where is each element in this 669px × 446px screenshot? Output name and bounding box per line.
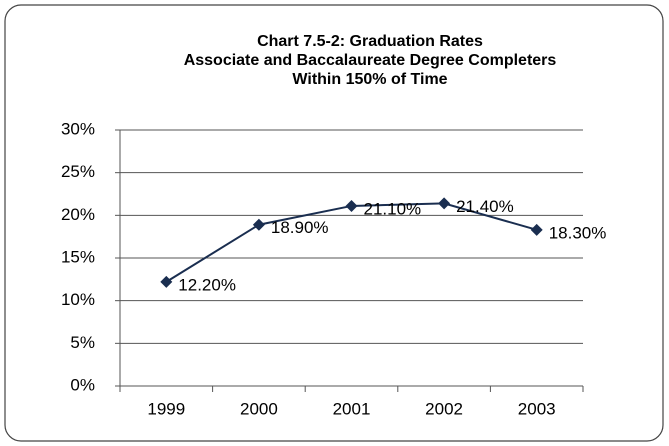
data-label: 18.90% (271, 218, 329, 237)
chart-title: Associate and Baccalaureate Degree Compl… (184, 52, 557, 69)
chart-title: Within 150% of Time (292, 71, 447, 88)
data-label: 12.20% (178, 275, 236, 294)
x-tick-label: 2000 (240, 399, 278, 418)
y-tick-label: 5% (70, 333, 95, 352)
x-tick-label: 2001 (333, 399, 371, 418)
chart-border (4, 4, 664, 442)
x-tick-label: 1999 (147, 399, 185, 418)
marker (345, 199, 358, 212)
x-tick-label: 2002 (425, 399, 463, 418)
y-tick-label: 20% (61, 205, 95, 224)
y-tick-label: 15% (61, 247, 95, 266)
y-tick-label: 30% (61, 119, 95, 138)
chart-title: Chart 7.5-2: Graduation Rates (257, 33, 483, 50)
data-label: 18.30% (549, 223, 607, 242)
marker (252, 218, 265, 231)
y-tick-label: 10% (61, 290, 95, 309)
y-tick-label: 0% (70, 375, 95, 394)
data-label: 21.10% (364, 199, 422, 218)
data-label: 21.40% (456, 197, 514, 216)
marker (530, 223, 543, 236)
x-tick-label: 2003 (518, 399, 556, 418)
marker (438, 197, 451, 210)
marker (160, 275, 173, 288)
y-tick-label: 25% (61, 162, 95, 181)
